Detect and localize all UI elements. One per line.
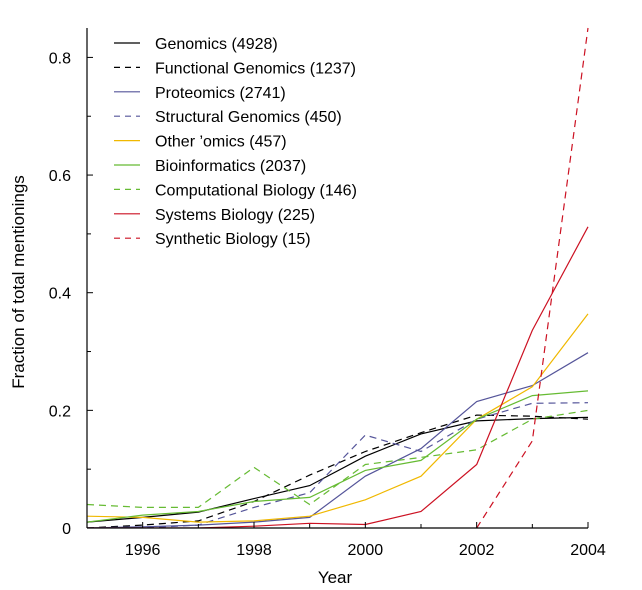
y-tick-label: 0.4 [49,286,71,303]
x-axis-title: Year [318,568,353,587]
series-line-8 [476,27,589,528]
legend-label: Systems Biology (225) [155,207,315,224]
ticks-layer: 1996 1998 2000 2002 2004 0 0.2 0.4 0.6 0.8 [49,50,606,559]
legend-label: Bioinformatics (2037) [155,158,306,175]
series-layer [87,27,589,528]
y-axis-title: Fraction of total mentionings [9,175,28,389]
x-tick-label: 1996 [125,542,161,559]
y-tick-label: 0.8 [49,50,71,67]
series-line-2 [87,352,589,528]
x-tick-label: 2004 [570,542,606,559]
legend-label: Synthetic Biology (15) [155,231,311,248]
legend-label: Functional Genomics (1237) [155,60,356,77]
legend-label: Genomics (4928) [155,36,278,53]
y-tick-label: 0.6 [49,168,71,185]
axes-layer [86,28,588,529]
legend-label: Proteomics (2741) [155,85,286,102]
x-tick-label: 1998 [236,542,272,559]
series-line-0 [87,416,589,523]
legend-label: Computational Biology (146) [155,182,357,199]
series-line-5 [87,390,589,523]
series-line-7 [87,226,589,528]
series-line-4 [87,313,589,523]
series-line-3 [87,402,589,528]
series-line-6 [87,409,589,508]
x-tick-label: 2000 [348,542,384,559]
y-tick-label: 0 [62,521,71,538]
legend: Genomics (4928) Functional Genomics (1237… [114,36,357,248]
x-tick-label: 2002 [459,542,495,559]
series-line-1 [87,414,589,528]
legend-label: Structural Genomics (450) [155,109,342,126]
y-tick-label: 0.2 [49,403,71,420]
legend-label: Other ’omics (457) [155,134,287,151]
